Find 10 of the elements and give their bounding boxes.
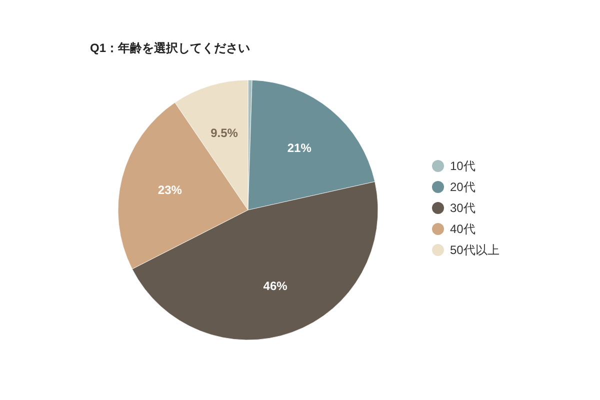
- data-label: 23%: [158, 182, 182, 197]
- legend-label: 30代: [450, 201, 476, 215]
- chart-title: Q1：年齢を選択してください: [90, 41, 250, 55]
- data-label: 9.5%: [210, 126, 238, 140]
- legend-label: 20代: [450, 180, 476, 194]
- legend-label: 10代: [450, 159, 476, 173]
- legend-label: 50代以上: [450, 243, 500, 257]
- data-label: 46%: [263, 278, 288, 293]
- legend-label: 40代: [450, 222, 476, 236]
- data-label: 21%: [287, 140, 312, 155]
